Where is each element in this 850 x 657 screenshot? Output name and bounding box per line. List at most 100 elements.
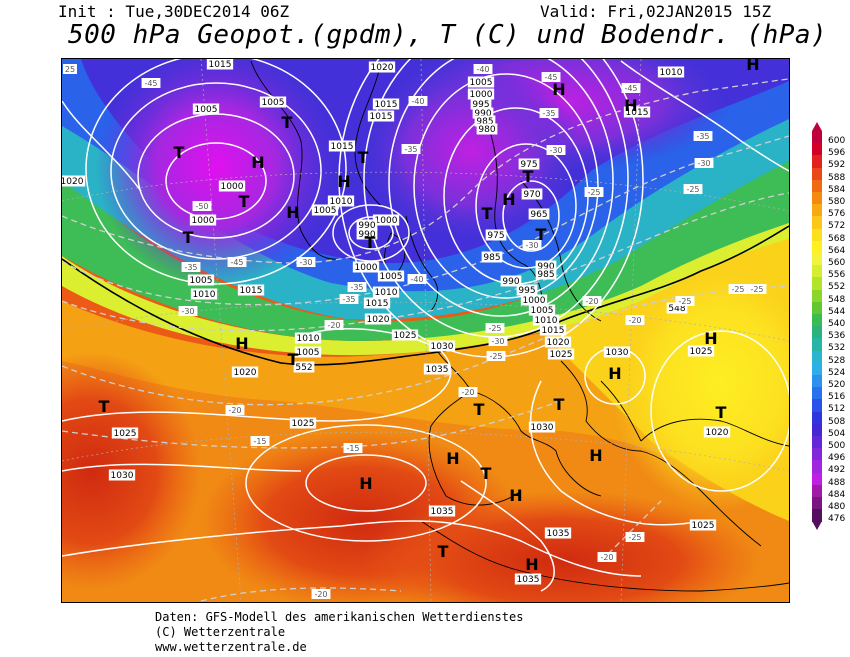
isotherm-label: -30: [546, 145, 566, 155]
svg-text:1000: 1000: [192, 216, 215, 226]
svg-text:-30: -30: [697, 159, 710, 168]
high-pressure-marker: H: [525, 555, 538, 574]
legend-swatch: [812, 362, 822, 376]
band-yellowgreen: [62, 221, 789, 356]
isobar-label: 1005: [528, 304, 556, 316]
svg-text:985: 985: [476, 117, 493, 127]
isobar-label: 548: [666, 302, 688, 314]
svg-text:1010: 1010: [535, 316, 558, 326]
svg-text:985: 985: [483, 253, 500, 263]
legend-value: 528: [828, 355, 846, 366]
legend-bottom-arrow: [812, 521, 822, 531]
isobar-label: 995: [470, 98, 492, 110]
high-pressure-marker: H: [286, 203, 299, 222]
legend-value: 496: [828, 453, 846, 464]
isotherm-label: -40: [473, 64, 493, 74]
isotherm-label: -30: [488, 336, 508, 346]
low-pressure-marker: T: [239, 192, 250, 211]
svg-text:-35: -35: [342, 295, 355, 304]
svg-text:-45: -45: [144, 79, 157, 88]
svg-text:995: 995: [518, 286, 535, 296]
high-pressure-marker: H: [359, 474, 372, 493]
svg-text:990: 990: [537, 262, 554, 272]
isobar-label: 1020: [231, 366, 259, 378]
isotherm-label: -35: [539, 108, 559, 118]
isotherm-label: -25: [485, 323, 505, 333]
high-pressure-marker: H: [704, 329, 717, 348]
legend-top-arrow: [812, 122, 822, 131]
svg-text:1005: 1005: [262, 98, 285, 108]
svg-text:25: 25: [65, 65, 75, 74]
high-pressure-marker: H: [624, 96, 637, 115]
legend-value: 580: [828, 197, 846, 207]
high-pressure-marker: H: [446, 449, 459, 468]
svg-text:1025: 1025: [292, 419, 315, 429]
svg-text:975: 975: [487, 231, 504, 241]
legend-swatch: [812, 167, 822, 181]
legend-value: 520: [828, 380, 846, 390]
isobar-label: 1030: [108, 469, 136, 481]
isotherm-label: -25: [584, 187, 604, 197]
isobar-label: 1000: [520, 294, 548, 306]
svg-text:1025: 1025: [114, 429, 137, 439]
isotherm-label: -25: [625, 532, 645, 542]
isobar-label: 1010: [657, 66, 685, 78]
temperature-labels: 25 -45 -40 -45 -45 -40 -35 -35 -35 -30 -30 -50 -25 -2…: [63, 64, 767, 599]
legend-value: 572: [828, 221, 846, 232]
svg-text:-20: -20: [628, 316, 641, 325]
legend-swatch: [812, 509, 822, 523]
svg-text:1030: 1030: [431, 342, 454, 352]
legend-value: 500: [828, 441, 846, 451]
svg-text:1025: 1025: [692, 521, 715, 531]
isobar-label: 1010: [372, 286, 400, 298]
isobar-label: 985: [474, 115, 496, 127]
svg-text:1020: 1020: [234, 368, 257, 378]
legend-value: 532: [828, 343, 846, 354]
isobar-label: 1000: [218, 180, 246, 192]
legend-value: 556: [828, 270, 846, 281]
isobar-label: 1005: [467, 76, 495, 88]
isobar-label: 1030: [528, 421, 556, 433]
legend-value: 492: [828, 465, 846, 476]
legend-swatch: [812, 448, 822, 462]
data-source-credit: Daten: GFS-Modell des amerikanischen Wet…: [155, 610, 524, 624]
legend-value: 600: [828, 136, 846, 146]
isotherm-label: -45: [541, 72, 561, 82]
svg-text:1005: 1005: [470, 78, 493, 88]
isobar-label: 995: [516, 284, 538, 296]
svg-text:-40: -40: [411, 97, 424, 106]
high-pressure-marker: H: [608, 364, 621, 383]
svg-text:-20: -20: [327, 321, 340, 330]
svg-text:-30: -30: [299, 258, 312, 267]
isobar-label: 1005: [192, 103, 220, 115]
legend-swatch: [812, 326, 822, 340]
high-pressure-marker: H: [502, 190, 515, 209]
svg-text:-30: -30: [181, 307, 194, 316]
isobar-label: 1015: [237, 284, 265, 296]
isobar-label: 1000: [372, 214, 400, 226]
legend-value: 540: [828, 319, 846, 329]
geopot-552-contour: [62, 225, 789, 366]
svg-text:-30: -30: [491, 337, 504, 346]
isobar-label: 1025: [687, 345, 715, 357]
svg-text:-45: -45: [544, 73, 557, 82]
svg-text:990: 990: [358, 221, 375, 231]
svg-text:-20: -20: [228, 406, 241, 415]
low-pressure-marker: T: [358, 148, 369, 167]
svg-text:1010: 1010: [193, 290, 216, 300]
isobar-label: 1030: [603, 346, 631, 358]
website-link[interactable]: www.wetterzentrale.de: [155, 640, 307, 654]
legend-value: 568: [828, 233, 846, 244]
legend-swatch: [812, 387, 822, 401]
svg-text:1015: 1015: [209, 60, 232, 70]
low-pressure-marker: T: [482, 204, 493, 223]
isobar-label: 980: [476, 123, 498, 135]
svg-text:-40: -40: [410, 275, 423, 284]
isotherm-label: -35: [693, 131, 713, 141]
low-core-west: [96, 59, 336, 286]
svg-text:-45: -45: [230, 258, 243, 267]
low-pressure-marker: T: [174, 143, 185, 162]
svg-text:1020: 1020: [367, 315, 390, 325]
svg-text:1015: 1015: [542, 326, 565, 336]
isobar-label: 1015: [367, 110, 395, 122]
